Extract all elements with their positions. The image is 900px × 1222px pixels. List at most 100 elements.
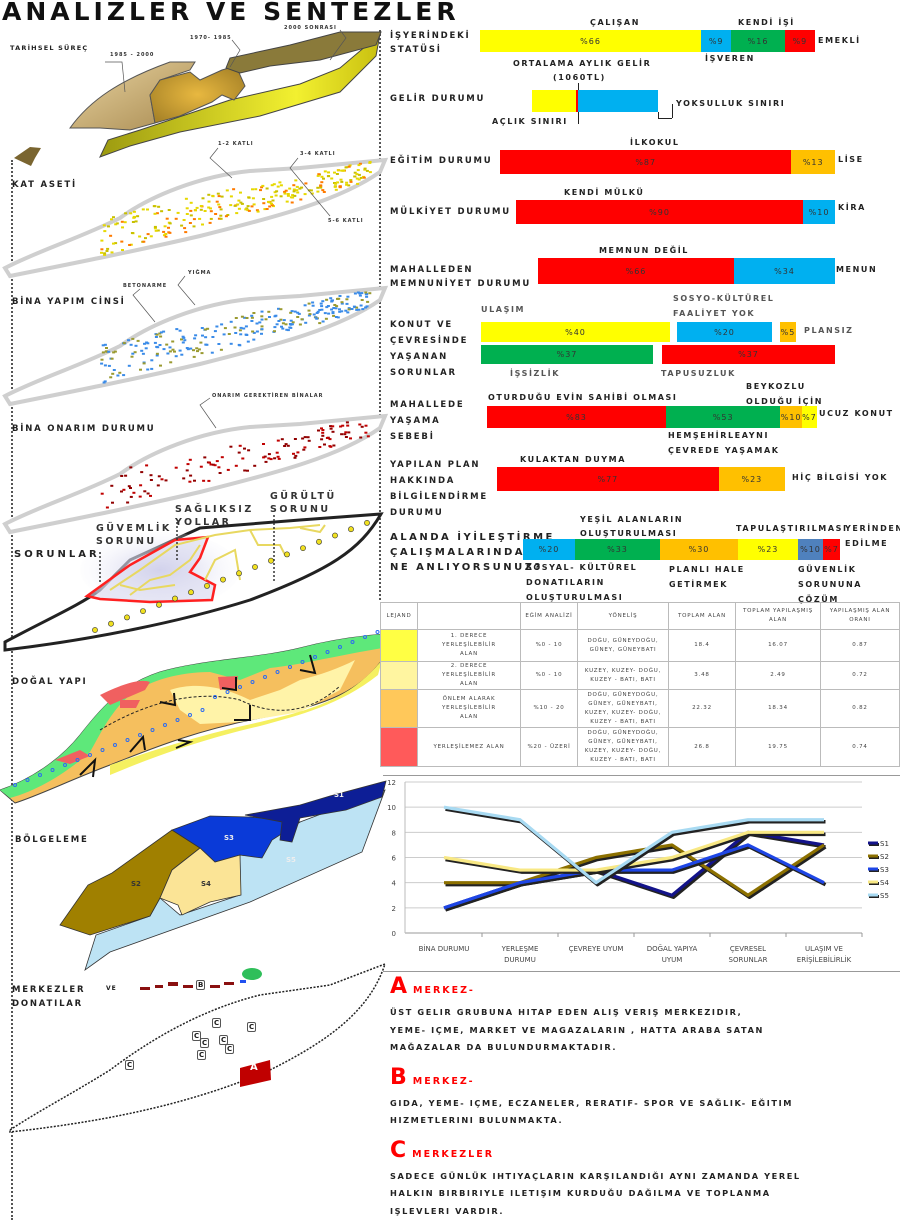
building-dot	[364, 431, 368, 434]
building-dot	[207, 206, 211, 209]
bar-segment: %77	[497, 467, 719, 491]
building-dot	[349, 179, 353, 182]
building-dot	[240, 202, 244, 205]
building-dot	[346, 311, 350, 314]
center-letter: B	[390, 1064, 407, 1090]
building-dot	[263, 455, 267, 458]
building-dot	[360, 292, 364, 295]
building-dot	[275, 190, 279, 193]
survey-annotation: OLUŞTURULMASI	[580, 529, 678, 538]
building-dot	[321, 320, 325, 323]
table-row: YERLEŞİLEMEZ ALAN %20 - ÜZERİ DOĞU, GÜNEYD…	[380, 727, 900, 767]
historical-process-map	[14, 29, 382, 166]
building-dot	[128, 244, 132, 246]
building-dot	[226, 468, 230, 471]
survey-title-plan: YAPILAN PLAN HAKKINDA BİLGİLENDİRME DURUMU	[390, 457, 488, 521]
building-dot	[146, 368, 150, 371]
building-dot	[290, 323, 294, 326]
building-dot	[296, 311, 300, 314]
building-dot	[105, 506, 109, 509]
bar-segment: %33	[575, 539, 660, 560]
building-dot	[320, 438, 324, 441]
building-dot	[167, 226, 170, 229]
building-dot	[157, 205, 161, 208]
center-marker-c: C	[197, 1050, 207, 1060]
centers-description: A MERKEZ- ÜST GELIR GRUBUNA HITAP EDEN ALI…	[390, 974, 895, 1220]
building-dot	[208, 221, 212, 224]
building-dot	[101, 344, 105, 347]
center-text-line: GIDA, YEME- IÇME, ECZANELER, RERATIF- SP…	[390, 1097, 793, 1108]
building-dot	[210, 351, 214, 354]
building-dot	[246, 469, 249, 472]
map-annotation: 2000 SONRASI	[284, 25, 337, 31]
building-dot	[360, 425, 364, 428]
building-dot	[304, 182, 308, 185]
table-cell-yonelis: DOĞU, GÜNEYDOĞU, GÜNEY, GÜNEYBATI, KUZEY…	[577, 689, 669, 728]
table-row: ÖNLEM ALARAK YERLEŞİLEBİLİR ALAN %10 - 20…	[380, 689, 900, 728]
building-dot	[364, 291, 368, 294]
building-dot	[312, 313, 316, 316]
building-dot	[185, 213, 189, 215]
building-dot	[316, 186, 320, 189]
building-dot	[299, 198, 303, 201]
building-dot	[311, 301, 315, 304]
building-dot	[204, 343, 208, 346]
building-dot	[338, 185, 342, 188]
table-cell-oran: 0.82	[820, 689, 900, 728]
building-dot	[275, 451, 279, 454]
building-dot	[246, 209, 250, 212]
building-dot	[279, 308, 283, 311]
bar-segment: %40	[481, 322, 670, 342]
site-maps	[0, 29, 389, 1133]
building-dot	[222, 333, 226, 336]
building-dot	[139, 484, 143, 487]
building-dot	[325, 437, 329, 439]
building-dot	[195, 206, 199, 209]
zone-label: S5	[286, 856, 296, 864]
center-marker-a: A	[250, 1062, 258, 1073]
building-dot	[103, 230, 107, 233]
bar-segment	[532, 90, 576, 112]
building-dot	[214, 213, 218, 215]
table-cell-yapilasmis: 16.07	[735, 629, 821, 662]
building-dot	[272, 183, 276, 186]
building-dot	[159, 331, 163, 334]
x-tick-label: ÇEVREYE UYUM	[569, 945, 624, 953]
building-dot	[332, 307, 336, 309]
building-dot	[243, 316, 247, 319]
building-dot	[198, 217, 202, 220]
building-dot	[229, 204, 233, 207]
legend-label: S2	[880, 853, 889, 861]
building-dot	[301, 437, 305, 440]
building-dot	[215, 460, 219, 463]
building-dot	[261, 184, 265, 187]
building-dot	[234, 317, 238, 319]
building-dot	[321, 300, 325, 303]
table-cell-egim: %10 - 20	[520, 689, 578, 728]
centers-map	[9, 962, 387, 1133]
building-dot	[320, 181, 324, 184]
survey-title-line: KONUT VE	[390, 320, 453, 330]
building-dot	[107, 225, 110, 228]
building-dot	[270, 184, 274, 187]
building-dot	[363, 167, 367, 170]
building-dot	[163, 225, 167, 228]
building-dot	[293, 438, 297, 440]
water-line-icon	[100, 748, 105, 752]
building-dot	[194, 334, 198, 337]
building-dot	[133, 351, 137, 354]
building-material-map	[2, 285, 389, 407]
water-line-icon	[13, 783, 17, 787]
building-dot	[356, 182, 360, 185]
building-dot	[183, 227, 187, 230]
building-dot	[229, 320, 233, 323]
survey-annotation: YOKSULLUK SINIRI	[676, 99, 786, 108]
building-dot	[318, 309, 322, 311]
center-marker-c: C	[247, 1022, 257, 1032]
survey-annotation: (1060TL)	[553, 73, 606, 82]
center-marker-b: B	[196, 980, 206, 990]
building-dot	[111, 501, 114, 504]
building-dot	[185, 469, 189, 472]
building-dot	[307, 439, 311, 442]
building-dot	[156, 484, 160, 487]
